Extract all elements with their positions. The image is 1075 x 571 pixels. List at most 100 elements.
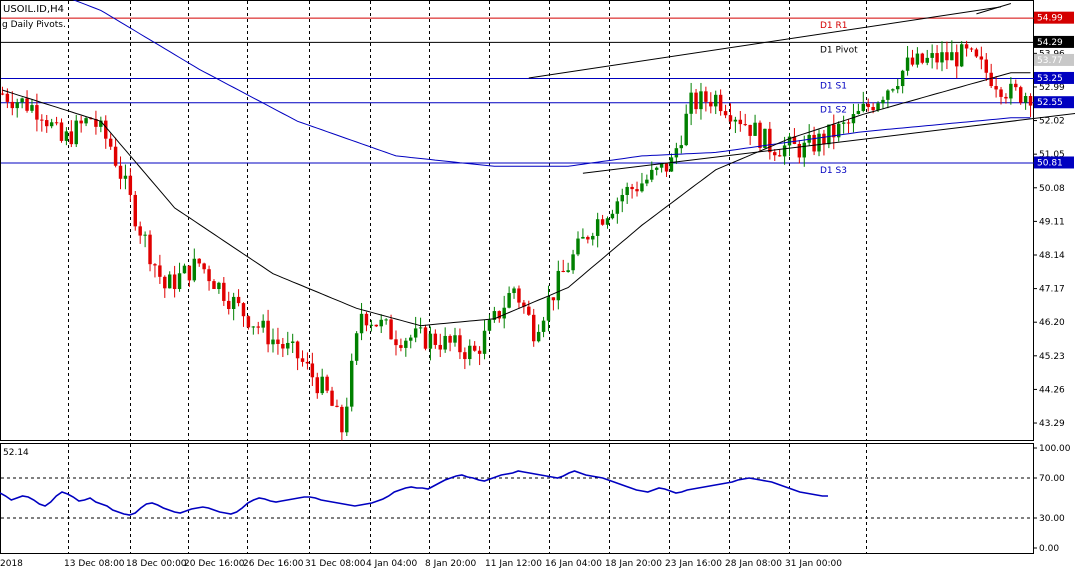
- candle-body: [669, 157, 674, 172]
- candle-body: [610, 213, 615, 219]
- candle-body: [600, 219, 605, 225]
- candle-body: [989, 72, 993, 87]
- candle-body: [979, 56, 984, 60]
- candle-body: [846, 122, 851, 124]
- candle-body: [718, 94, 723, 112]
- x-tick-label: 18 Dec 00:00: [126, 559, 187, 569]
- candle-body: [969, 48, 974, 50]
- candle-body: [261, 320, 265, 328]
- candle-body: [227, 300, 231, 310]
- candle-body: [536, 331, 541, 342]
- x-tick-label: 23 Jan 16:00: [665, 559, 722, 569]
- candle-body: [777, 155, 782, 157]
- candle-body: [108, 138, 113, 147]
- price-tick-label: 50.08: [1039, 184, 1065, 194]
- candle-body: [5, 93, 10, 102]
- candle-body: [630, 186, 634, 190]
- candle-body: [246, 316, 251, 328]
- candle-body: [925, 57, 929, 63]
- x-tick-label: 16 Jan 04:00: [545, 559, 602, 569]
- candle-body: [817, 133, 821, 152]
- candle-body: [512, 288, 516, 294]
- candle-body: [187, 265, 192, 281]
- candle-body: [551, 297, 556, 301]
- candle-body: [305, 361, 310, 364]
- candle-body: [748, 124, 752, 136]
- candles: [0, 40, 1033, 441]
- candle-body: [664, 163, 669, 172]
- candle-body: [15, 102, 19, 109]
- candle-body: [935, 53, 939, 63]
- candle-body: [49, 122, 54, 127]
- x-tick-label: 20 Dec 16:00: [184, 559, 245, 569]
- candle-body: [236, 296, 241, 304]
- candle-body: [1023, 96, 1028, 103]
- candle-body: [487, 319, 492, 331]
- candle-body: [802, 142, 806, 158]
- price-tick-label: 51.05: [1039, 150, 1065, 160]
- current-price-box: [1034, 53, 1074, 66]
- candle-body: [158, 265, 162, 277]
- candle-body: [905, 57, 910, 71]
- candle-body: [286, 342, 290, 349]
- candle-body: [881, 99, 885, 104]
- price-tick-label: 45.23: [1039, 352, 1065, 362]
- candle-body: [172, 274, 177, 290]
- oscillator-line: [0, 470, 828, 516]
- candle-body: [222, 282, 226, 301]
- candle-body: [340, 406, 344, 433]
- candle-body: [758, 122, 762, 148]
- candle-body: [566, 270, 570, 273]
- osc-tick-label: 0.00: [1039, 544, 1059, 554]
- price-tick-label: 46.20: [1039, 318, 1065, 328]
- price-box: [1034, 71, 1074, 84]
- candle-body: [546, 297, 551, 321]
- candle-body: [891, 89, 895, 91]
- candle-body: [10, 101, 15, 109]
- candle-body: [900, 70, 905, 87]
- candle-body: [605, 218, 610, 225]
- candle-body: [349, 360, 354, 407]
- candle-body: [728, 115, 733, 122]
- candle-body: [345, 406, 349, 433]
- osc-tick-label: 70.00: [1039, 474, 1065, 484]
- candle-body: [295, 341, 300, 359]
- candle-body: [300, 358, 305, 362]
- pivot-label: D1 S1: [820, 81, 847, 91]
- trend-line-upper: [528, 6, 1002, 79]
- indicator-label: g Daily Pivots.: [2, 20, 66, 30]
- candle-body: [723, 111, 728, 116]
- candle-body: [163, 276, 167, 289]
- candle-body: [418, 327, 423, 329]
- candle-body: [531, 314, 536, 342]
- x-tick-label: 18 Jan 20:00: [605, 559, 662, 569]
- candle-body: [1028, 96, 1033, 106]
- candle-body: [364, 313, 369, 326]
- candle-body: [654, 167, 659, 170]
- candle-body: [64, 131, 69, 141]
- candle-body: [827, 124, 831, 145]
- candle-body: [148, 234, 152, 265]
- price-box-label: 50.81: [1037, 158, 1063, 168]
- candle-body: [443, 335, 447, 350]
- candle-body: [335, 405, 339, 407]
- candle-body: [773, 152, 777, 156]
- candle-body: [581, 236, 585, 239]
- candle-body: [89, 118, 93, 120]
- candle-body: [468, 345, 472, 360]
- candle-body: [256, 326, 260, 328]
- x-tick-label: 2018: [0, 559, 23, 569]
- candle-body: [797, 143, 802, 158]
- price-box: [1034, 35, 1074, 48]
- candle-body: [202, 263, 206, 270]
- candle-body: [99, 120, 103, 127]
- pivot-label: D1 S2: [820, 106, 847, 116]
- symbol-label: USOIL.ID,H4: [3, 4, 64, 15]
- candle-body: [910, 57, 915, 65]
- main-frame: [0, 0, 1034, 441]
- candle-body: [896, 86, 900, 90]
- candle-body: [438, 344, 442, 350]
- candle-body: [959, 44, 964, 67]
- ma-fast-line: [2, 72, 1031, 327]
- candle-body: [413, 328, 418, 338]
